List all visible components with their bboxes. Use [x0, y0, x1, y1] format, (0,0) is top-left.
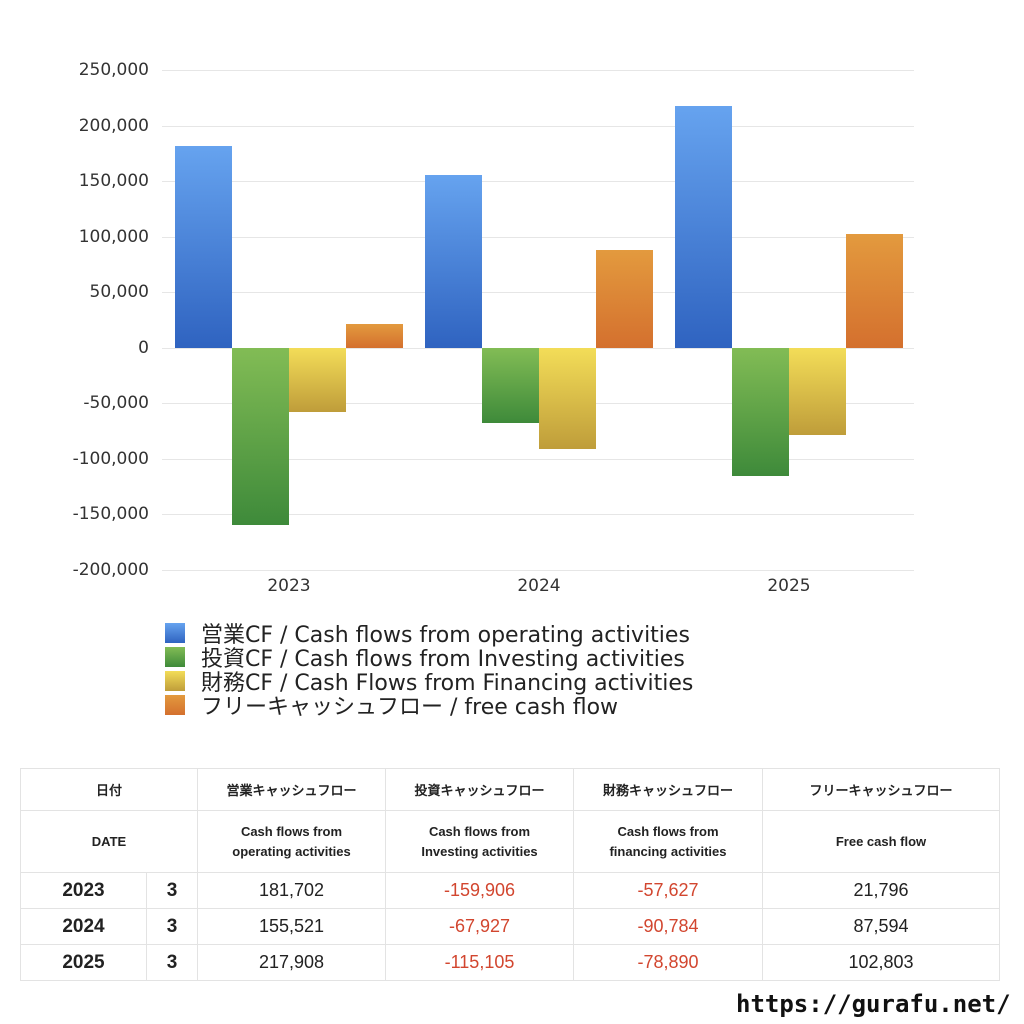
- y-axis-tick-label: 250,000: [78, 60, 149, 80]
- y-axis-tick-label: -100,000: [72, 448, 149, 469]
- cell-month: 3: [146, 908, 198, 945]
- table-header-en: DATE Cash flows from operating activities…: [20, 810, 1000, 873]
- bar-2025-series-0: [675, 105, 732, 348]
- header-financing-en: Cash flows from financing activities: [573, 810, 763, 873]
- bar-2024-series-0: [425, 174, 482, 348]
- y-axis-tick-label: -150,000: [72, 504, 149, 525]
- bar-2024-series-1: [482, 347, 539, 424]
- legend-label: 営業CF / Cash flows from operating activit…: [201, 623, 690, 648]
- y-axis-tick-label: 50,000: [89, 282, 149, 303]
- header-investing-en: Cash flows from Investing activities: [385, 810, 574, 873]
- cell-financing: -78,890: [573, 944, 763, 981]
- cell-investing: -115,105: [385, 944, 574, 981]
- legend-item-operating: 営業CF / Cash flows from operating activit…: [165, 621, 693, 648]
- bar-2023-series-3: [346, 323, 403, 348]
- cell-financing: -57,627: [573, 872, 763, 909]
- cell-free: 102,803: [762, 944, 1000, 981]
- cell-free: 87,594: [762, 908, 1000, 945]
- table-row: 2025 3 217,908 -115,105 -78,890 102,803: [20, 944, 1000, 981]
- cell-operating: 217,908: [197, 944, 386, 981]
- cell-investing: -159,906: [385, 872, 574, 909]
- chart-legend: 営業CF / Cash flows from operating activit…: [165, 621, 693, 720]
- cash-flow-bar-chart: 250,000 200,000 150,000 100,000 50,000 0 -50,0…: [72, 60, 914, 596]
- bar-2025-series-2: [789, 347, 846, 436]
- y-axis-tick-label: 100,000: [78, 226, 149, 247]
- cell-year: 2023: [20, 872, 147, 909]
- header-date-en: DATE: [20, 810, 198, 873]
- y-axis-tick-label: 150,000: [78, 171, 149, 192]
- x-axis-tick-label: 2025: [767, 576, 811, 596]
- legend-swatch-yellow: [165, 671, 185, 691]
- bar-2025-series-1: [732, 347, 789, 476]
- cell-investing: -67,927: [385, 908, 574, 945]
- gridline: [162, 125, 914, 127]
- header-financing-jp: 財務キャッシュフロー: [573, 768, 763, 811]
- legend-label: 投資CF / Cash flows from Investing activit…: [201, 647, 685, 672]
- bar-2023-series-0: [175, 145, 232, 348]
- bar-2024-series-2: [539, 347, 596, 449]
- gridline: [162, 70, 914, 71]
- y-axis-tick-label: -200,000: [72, 560, 149, 580]
- header-operating-jp: 営業キャッシュフロー: [197, 768, 386, 811]
- legend-swatch-orange: [165, 695, 185, 715]
- x-axis-tick-label: 2024: [517, 576, 561, 596]
- table-header-jp: 日付 営業キャッシュフロー 投資キャッシュフロー 財務キャッシュフロー フリーキ…: [20, 768, 1000, 811]
- legend-item-investing: 投資CF / Cash flows from Investing activit…: [165, 645, 693, 672]
- header-operating-en: Cash flows from operating activities: [197, 810, 386, 873]
- bar-2023-series-2: [289, 347, 346, 412]
- cell-free: 21,796: [762, 872, 1000, 909]
- header-investing-jp: 投資キャッシュフロー: [385, 768, 574, 811]
- legend-swatch-blue: [165, 623, 185, 643]
- gridline: [162, 236, 914, 238]
- y-axis-tick-label: 0: [138, 337, 149, 358]
- site-url[interactable]: https://gurafu.net/: [736, 990, 1011, 1018]
- gridline: [162, 570, 914, 571]
- legend-label: 財務CF / Cash Flows from Financing activit…: [201, 671, 694, 696]
- y-axis-tick-label: -50,000: [83, 393, 149, 414]
- gridline: [162, 181, 914, 183]
- table-row: 2024 3 155,521 -67,927 -90,784 87,594: [20, 908, 1000, 945]
- header-free-en: Free cash flow: [762, 810, 1000, 873]
- legend-label: フリーキャッシュフロー / free cash flow: [201, 695, 619, 720]
- legend-swatch-green: [165, 647, 185, 667]
- cell-month: 3: [146, 944, 198, 981]
- cash-flow-table: 日付 営業キャッシュフロー 投資キャッシュフロー 財務キャッシュフロー フリーキ…: [20, 768, 1000, 981]
- bar-2024-series-3: [596, 250, 653, 348]
- bar-2025-series-3: [846, 233, 903, 348]
- gridline: [162, 292, 914, 294]
- legend-item-free: フリーキャッシュフロー / free cash flow: [165, 693, 693, 720]
- cell-month: 3: [146, 872, 198, 909]
- table-row: 2023 3 181,702 -159,906 -57,627 21,796: [20, 872, 1000, 909]
- cell-operating: 155,521: [197, 908, 386, 945]
- header-free-jp: フリーキャッシュフロー: [762, 768, 1000, 811]
- cell-operating: 181,702: [197, 872, 386, 909]
- gridline: [162, 458, 914, 460]
- legend-item-financing: 財務CF / Cash Flows from Financing activit…: [165, 669, 693, 696]
- cell-year: 2025: [20, 944, 147, 981]
- gridline: [162, 514, 914, 516]
- cell-year: 2024: [20, 908, 147, 945]
- bar-2023-series-1: [232, 347, 289, 526]
- y-axis-tick-label: 200,000: [78, 115, 149, 136]
- x-axis-tick-label: 2023: [267, 576, 311, 596]
- cell-financing: -90,784: [573, 908, 763, 945]
- header-date-jp: 日付: [20, 768, 198, 811]
